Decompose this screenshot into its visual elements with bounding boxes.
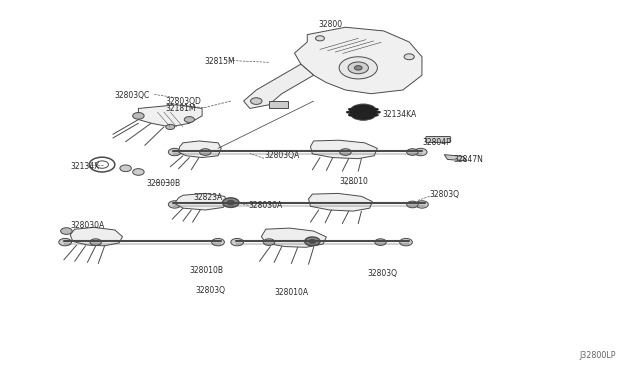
Text: 328010: 328010	[339, 177, 368, 186]
Circle shape	[369, 106, 373, 108]
Polygon shape	[244, 64, 314, 109]
Polygon shape	[175, 193, 228, 210]
Circle shape	[362, 117, 365, 119]
Polygon shape	[310, 140, 378, 159]
Text: 32823A: 32823A	[194, 193, 223, 202]
Circle shape	[414, 148, 427, 156]
Circle shape	[340, 149, 351, 155]
Text: 32134KA: 32134KA	[383, 109, 417, 119]
Circle shape	[346, 111, 350, 113]
Circle shape	[263, 239, 275, 246]
Circle shape	[250, 98, 262, 105]
Circle shape	[341, 201, 353, 208]
Text: 32847N: 32847N	[454, 155, 484, 164]
Circle shape	[399, 238, 412, 246]
Polygon shape	[269, 101, 288, 109]
Text: 32181M: 32181M	[166, 104, 196, 113]
Text: 32803Q: 32803Q	[196, 286, 226, 295]
Text: 32134X: 32134X	[70, 162, 100, 171]
Polygon shape	[444, 155, 467, 161]
Polygon shape	[179, 141, 221, 158]
Text: 32803QD: 32803QD	[166, 97, 202, 106]
Text: 328030A: 328030A	[70, 221, 104, 230]
Circle shape	[132, 169, 144, 175]
Text: 328030B: 328030B	[147, 179, 181, 187]
Circle shape	[406, 201, 418, 208]
Circle shape	[349, 104, 378, 120]
Text: 32803QC: 32803QC	[115, 91, 150, 100]
Circle shape	[168, 201, 181, 208]
Polygon shape	[261, 228, 326, 247]
Text: 328030A: 328030A	[248, 201, 283, 210]
Circle shape	[184, 116, 195, 122]
Circle shape	[369, 116, 373, 118]
Text: 32803Q: 32803Q	[368, 269, 398, 278]
Circle shape	[375, 239, 387, 246]
Circle shape	[374, 114, 378, 116]
Circle shape	[305, 237, 320, 246]
FancyBboxPatch shape	[426, 137, 451, 142]
Circle shape	[168, 148, 181, 156]
Circle shape	[90, 157, 115, 172]
Circle shape	[339, 57, 378, 79]
Polygon shape	[294, 27, 422, 94]
Circle shape	[200, 149, 211, 155]
Circle shape	[415, 201, 428, 208]
Circle shape	[212, 238, 225, 246]
Circle shape	[354, 106, 358, 108]
Circle shape	[404, 54, 414, 60]
Circle shape	[348, 114, 352, 116]
Text: 32815M: 32815M	[204, 57, 235, 66]
Circle shape	[406, 149, 418, 155]
Circle shape	[355, 65, 362, 70]
Text: 32804P: 32804P	[422, 138, 451, 147]
Circle shape	[223, 198, 239, 208]
Circle shape	[61, 228, 72, 234]
Circle shape	[132, 112, 144, 119]
Circle shape	[377, 111, 381, 113]
Circle shape	[348, 108, 352, 110]
Text: 328010A: 328010A	[274, 288, 308, 297]
Text: 328010B: 328010B	[189, 266, 223, 275]
Circle shape	[203, 201, 214, 208]
Polygon shape	[308, 193, 372, 211]
Circle shape	[166, 124, 175, 129]
Circle shape	[231, 238, 244, 246]
Text: 32803QA: 32803QA	[264, 151, 299, 160]
Text: 32803Q: 32803Q	[429, 190, 460, 199]
Circle shape	[96, 161, 108, 168]
Circle shape	[120, 165, 131, 171]
Polygon shape	[70, 227, 122, 246]
Circle shape	[362, 105, 365, 108]
Polygon shape	[138, 105, 202, 127]
Circle shape	[309, 240, 316, 243]
Circle shape	[374, 108, 378, 110]
Circle shape	[316, 36, 324, 41]
Circle shape	[59, 238, 72, 246]
Text: J32800LP: J32800LP	[580, 351, 616, 360]
Circle shape	[227, 201, 235, 205]
Circle shape	[354, 116, 358, 118]
Circle shape	[90, 239, 101, 246]
Circle shape	[348, 62, 369, 74]
Text: 32800: 32800	[319, 20, 343, 29]
